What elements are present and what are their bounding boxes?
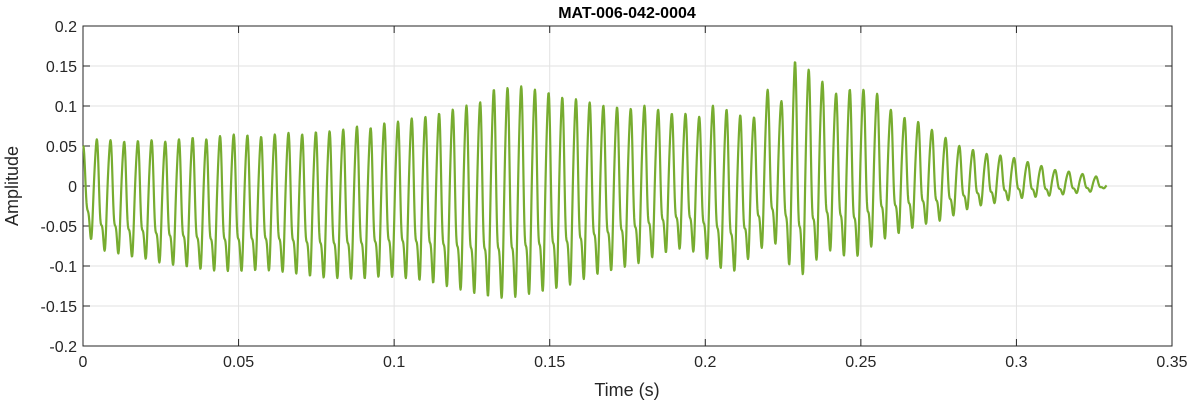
waveform-line: [82, 61, 1108, 299]
y-tick-label: 0.2: [55, 19, 77, 36]
x-tick-label: 0.2: [694, 354, 716, 371]
y-tick-label: -0.2: [49, 339, 77, 356]
x-tick-label: 0.15: [534, 354, 565, 371]
x-tick-label: 0: [79, 354, 88, 371]
y-tick-label: -0.05: [41, 219, 78, 236]
y-tick-label: 0.15: [46, 59, 77, 76]
y-tick-label: 0.05: [46, 139, 77, 156]
y-tick-label: -0.15: [41, 299, 78, 316]
y-tick-label: 0.1: [55, 99, 77, 116]
chart-title: MAT-006-042-0004: [558, 5, 696, 22]
x-tick-label: 0.3: [1005, 354, 1027, 371]
x-axis-label: Time (s): [594, 380, 659, 400]
x-tick-label: 0.05: [223, 354, 254, 371]
x-tick-labels: 0 0.05 0.1 0.15 0.2 0.25 0.3 0.35: [79, 354, 1188, 371]
x-tick-label: 0.1: [383, 354, 405, 371]
y-tick-label: -0.1: [49, 259, 77, 276]
y-tick-label: 0: [68, 179, 77, 196]
x-tick-label: 0.35: [1156, 354, 1187, 371]
tick-marks: [82, 25, 1173, 347]
y-axis-label: Amplitude: [2, 146, 22, 226]
y-tick-labels: -0.2 -0.15 -0.1 -0.05 0 0.05 0.1 0.15 0.2: [41, 19, 78, 356]
x-tick-label: 0.25: [845, 354, 876, 371]
